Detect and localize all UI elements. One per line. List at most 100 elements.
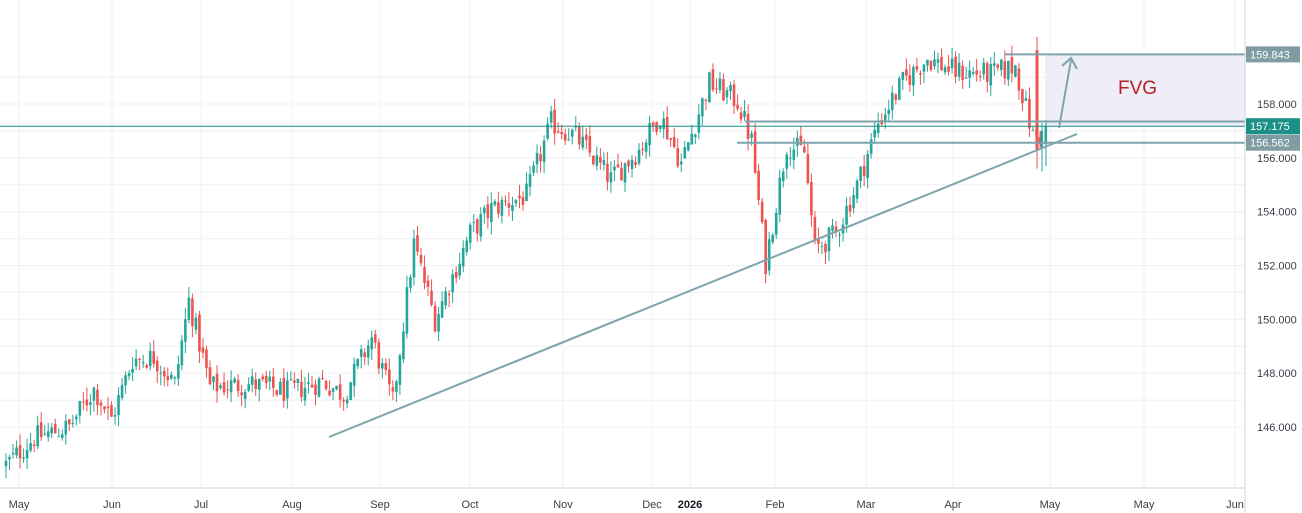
candle-body-156 (553, 109, 556, 134)
candle-body-72 (257, 378, 261, 390)
candle-body-90 (321, 378, 324, 380)
candle-body-60 (215, 373, 219, 392)
arrow-shaft (1058, 59, 1072, 129)
candle-body-281 (992, 63, 996, 66)
candle-body-87 (310, 384, 314, 388)
candle-body-240 (848, 204, 852, 212)
candle-body-172 (609, 172, 613, 183)
candle-body-269 (950, 58, 954, 69)
candle-body-170 (602, 159, 606, 165)
candle-body-196 (694, 134, 697, 138)
candle-body-207 (732, 84, 736, 107)
candle-body-250 (883, 114, 887, 122)
candle-body-239 (845, 206, 848, 225)
candle-body-62 (222, 382, 226, 393)
candle-body-56 (201, 347, 205, 353)
candle-body-107 (381, 363, 384, 369)
candle-body-282 (996, 64, 1000, 68)
candle-body-3 (15, 447, 18, 456)
candle-body-23 (85, 399, 89, 406)
candle-body-26 (96, 389, 99, 406)
candle-body-149 (528, 174, 532, 187)
candle-body-260 (919, 73, 922, 75)
x-tick-label-4: Sep (370, 499, 390, 511)
candle-body-254 (898, 78, 901, 100)
candle-body-198 (701, 98, 704, 117)
candle-body-265 (936, 59, 940, 63)
candle-body-227 (803, 146, 806, 153)
candle-body-95 (338, 384, 342, 400)
candle-body-137 (486, 204, 490, 219)
fvg-label: FVG (1118, 78, 1157, 99)
candle-body-195 (690, 133, 694, 145)
candle-body-217 (767, 239, 771, 271)
candle-body-271 (957, 62, 961, 77)
candle-body-197 (697, 114, 701, 133)
candle-body-206 (729, 85, 732, 91)
fvg-layer (1045, 54, 1245, 127)
candle-body-69 (247, 384, 250, 391)
candle-body-262 (926, 59, 929, 66)
x-tick-label-8: 2026 (678, 499, 702, 511)
candle-body-280 (989, 64, 993, 86)
candle-body-114 (405, 287, 409, 334)
candle-body-68 (243, 391, 247, 399)
candle-body-209 (739, 112, 743, 120)
candle-body-243 (859, 166, 862, 181)
candle-body-248 (876, 123, 880, 134)
candle-body-50 (180, 340, 184, 366)
candle-body-193 (683, 147, 687, 159)
arrow-head (1061, 56, 1078, 70)
candle-body-191 (676, 148, 680, 167)
candle-body-30 (110, 405, 113, 417)
candle-body-4 (18, 445, 22, 459)
candle-body-14 (53, 423, 57, 434)
candle-body-58 (208, 367, 212, 385)
x-tick-label-7: Dec (642, 499, 662, 511)
candle-body-205 (725, 90, 729, 98)
candle-body-182 (644, 142, 648, 152)
candle-body-204 (722, 79, 725, 101)
candle-body-181 (641, 149, 644, 151)
candle-body-147 (521, 196, 525, 205)
candle-body-110 (391, 387, 395, 392)
candle-body-80 (286, 380, 289, 399)
candle-body-148 (525, 183, 528, 202)
candle-body-257 (908, 75, 912, 85)
candle-body-244 (862, 166, 866, 177)
candle-body-188 (665, 116, 669, 139)
candle-body-91 (324, 380, 328, 389)
candle-body-9 (36, 425, 39, 447)
candle-body-124 (440, 301, 444, 318)
candle-body-127 (451, 274, 454, 293)
candle-body-175 (620, 167, 623, 181)
candle-body-279 (985, 63, 989, 82)
x-tick-label-2: Jul (194, 499, 208, 511)
candle-body-135 (479, 214, 483, 237)
candle-body-151 (535, 153, 539, 165)
candle-body-259 (915, 66, 919, 70)
candle-body-31 (113, 415, 117, 417)
candle-body-278 (982, 62, 986, 75)
candle-body-67 (240, 392, 243, 396)
candle-body-12 (46, 431, 50, 437)
candle-layer (4, 36, 1048, 479)
candle-body-5 (22, 457, 25, 459)
x-tick-label-13: May (1134, 499, 1155, 511)
candle-body-122 (433, 305, 437, 332)
candle-body-228 (806, 154, 810, 184)
candle-body-157 (556, 131, 560, 133)
candle-body-77 (275, 390, 279, 395)
candle-body-200 (708, 72, 711, 103)
candle-body-74 (264, 375, 268, 384)
candle-body-102 (363, 352, 367, 358)
candle-body-93 (331, 388, 335, 392)
candle-body-75 (268, 376, 272, 382)
candle-body-192 (679, 161, 683, 165)
candle-body-153 (542, 140, 546, 163)
y-tick-label-2: 150.000 (1257, 314, 1297, 326)
candle-body-138 (490, 203, 493, 223)
candle-body-27 (99, 402, 103, 406)
